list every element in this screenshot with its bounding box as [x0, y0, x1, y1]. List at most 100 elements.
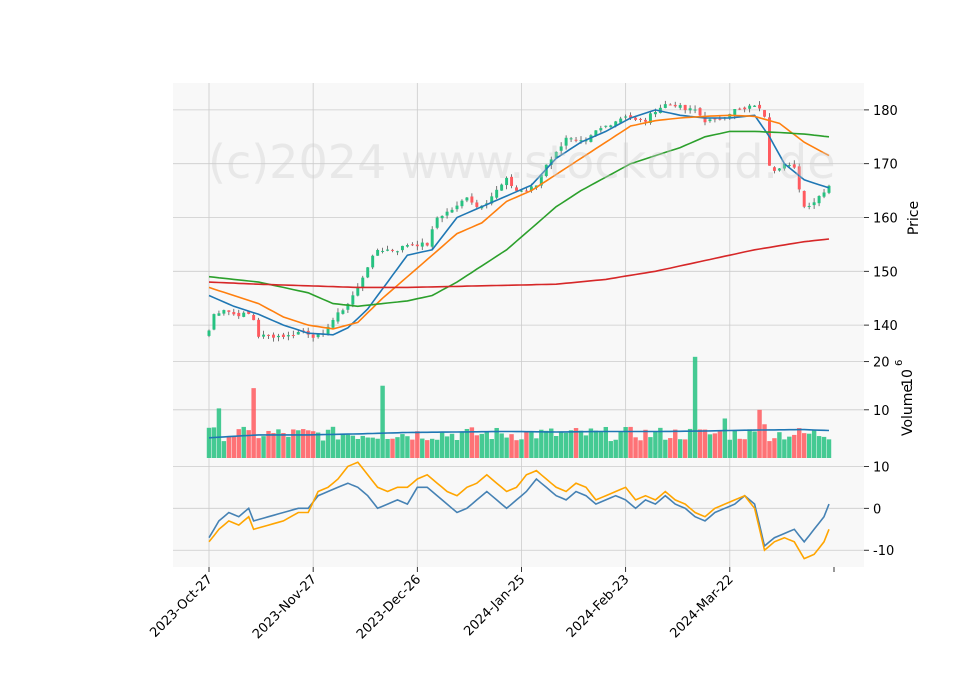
volume-bar	[816, 436, 822, 458]
volume-bar	[439, 432, 445, 458]
volume-bar	[355, 438, 361, 458]
candle-body	[609, 125, 613, 128]
volume-bar	[484, 431, 489, 458]
candle-body	[420, 242, 424, 247]
volume-bar	[286, 436, 291, 458]
svg-text:Volume: Volume	[900, 384, 916, 436]
volume-bar	[544, 430, 549, 458]
volume-bar	[449, 433, 455, 458]
oscillator-panel: -10 0 10	[173, 458, 894, 567]
volume-ytick-label: 20	[873, 356, 890, 371]
volume-bar	[420, 438, 425, 458]
volume-bar	[702, 429, 708, 458]
volume-exponent-power: 6	[894, 360, 905, 366]
candle-body	[415, 244, 419, 247]
volume-bar	[583, 435, 589, 458]
volume-bar	[539, 429, 544, 458]
candle-body	[222, 310, 226, 314]
x-axis: 2023-Oct-27 2023-Nov-27 2023-Dec-26 2024-Ja…	[147, 567, 835, 642]
volume-bar	[757, 409, 762, 458]
volume-bar	[648, 437, 653, 458]
volume-bar	[301, 429, 306, 458]
volume-bar	[588, 428, 594, 458]
volume-bar	[370, 437, 375, 458]
volume-bar	[613, 439, 618, 458]
candle-body	[316, 333, 320, 338]
volume-bar	[315, 432, 321, 458]
volume-axis-title: Volume	[900, 384, 916, 436]
candle-body	[663, 104, 667, 108]
candle-body	[792, 164, 796, 168]
candle-body	[217, 313, 221, 316]
candle-body	[455, 205, 459, 210]
volume-panel: 10 20	[173, 352, 890, 458]
volume-bar	[335, 439, 341, 458]
sma_xlong-line	[208, 238, 830, 289]
candle-body	[554, 151, 558, 159]
candle-body	[599, 128, 603, 131]
volume-bar	[434, 439, 440, 458]
candle-body	[634, 117, 638, 120]
candle-body	[356, 286, 360, 296]
volume-bar	[618, 431, 623, 458]
candle-body	[579, 140, 583, 142]
candle-body	[272, 334, 275, 338]
candle-body	[693, 109, 697, 111]
candle-body	[470, 196, 474, 203]
candle-body	[683, 104, 687, 111]
volume-bar	[479, 433, 485, 458]
candle-body	[465, 197, 469, 201]
volume-bar	[697, 429, 703, 458]
oscillator-line-2	[208, 461, 830, 560]
candle-body	[544, 164, 548, 177]
price-axis-title: Price	[906, 201, 922, 235]
volume-bar	[524, 431, 529, 458]
candle-body	[475, 202, 479, 207]
candle-body	[281, 334, 285, 338]
volume-bar	[608, 441, 613, 458]
volume-bar	[553, 436, 559, 458]
candle-body	[624, 116, 628, 118]
candle-body	[440, 215, 444, 219]
candle-body	[366, 267, 370, 278]
candle-body	[346, 303, 350, 310]
volume-bar	[236, 429, 241, 458]
candle-body	[267, 334, 270, 336]
volume-bar	[806, 433, 812, 458]
candle-body	[594, 130, 598, 136]
candle-body	[232, 312, 236, 315]
volume-bar	[707, 434, 713, 458]
volume-bar	[797, 428, 802, 458]
volume-bar	[777, 432, 782, 458]
candle-body	[227, 310, 231, 312]
volume-bar	[310, 431, 316, 458]
volume-bar	[826, 439, 832, 458]
volume-bar	[593, 430, 599, 458]
candle-body	[291, 334, 295, 336]
candle-body	[371, 255, 375, 268]
volume-bar	[747, 429, 752, 458]
candle-body	[405, 245, 409, 247]
volume-bar	[380, 385, 385, 458]
volume-bar	[658, 427, 663, 458]
candle-body	[758, 104, 762, 109]
candle-body	[807, 205, 811, 207]
volume-bar	[623, 427, 628, 458]
candle-body	[500, 184, 504, 191]
candle-body	[296, 332, 300, 335]
volume-bar	[782, 439, 787, 458]
volume-average-line	[208, 428, 830, 439]
candle-body	[252, 314, 256, 321]
volume-bar	[519, 439, 524, 458]
volume-bar	[534, 438, 539, 458]
candle-body	[212, 314, 216, 330]
volume-bar	[216, 408, 222, 458]
candle-body	[782, 163, 786, 169]
osc-ytick-label: -10	[873, 544, 894, 559]
candle-body	[787, 164, 791, 166]
volume-bar	[643, 429, 648, 458]
volume-bar	[499, 433, 504, 458]
volume-bar	[320, 440, 326, 458]
volume-bar	[345, 434, 351, 458]
candle-body	[718, 118, 722, 120]
